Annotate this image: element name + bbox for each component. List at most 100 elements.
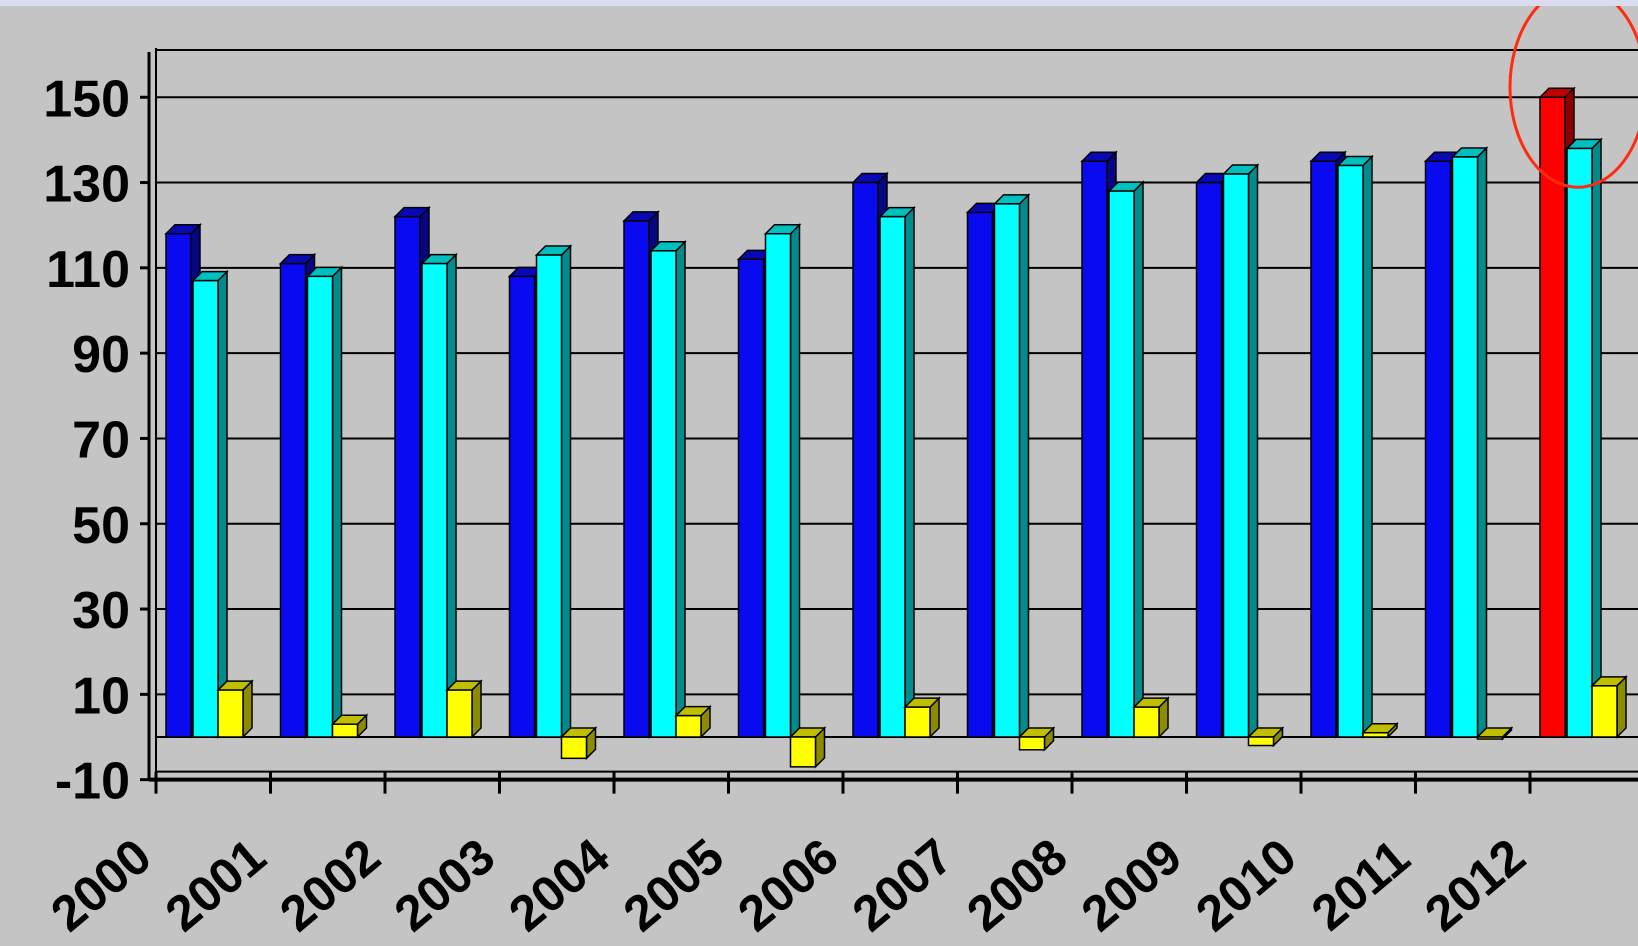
bar-front xyxy=(279,262,307,738)
x-tick-label: 2003 xyxy=(384,828,505,941)
bar-2005-s3 xyxy=(788,726,827,769)
bar-side xyxy=(217,269,228,739)
bar-2010-s3 xyxy=(1361,721,1399,739)
bar-front xyxy=(560,736,588,760)
x-tick-label: 2009 xyxy=(1071,828,1192,941)
x-tick-labels: 2000200120022003200420052006200720082009… xyxy=(40,828,1535,943)
bar-front xyxy=(993,203,1021,738)
bar-front xyxy=(675,714,702,738)
bar-front xyxy=(394,215,421,738)
x-tick-label: 2004 xyxy=(498,828,619,941)
y-tick-label: 70 xyxy=(72,411,130,469)
bar-front xyxy=(966,211,994,738)
bar-front xyxy=(1018,736,1046,751)
bar-side xyxy=(1591,137,1602,739)
bar-front xyxy=(1081,160,1108,738)
bar-side xyxy=(904,205,915,739)
bar-front xyxy=(1195,181,1223,738)
bar-2011-s3 xyxy=(1475,726,1514,741)
bar-front xyxy=(1133,706,1160,738)
bar-2009-s2 xyxy=(1221,163,1260,739)
bar-front xyxy=(1362,731,1389,738)
bar-2000-s3 xyxy=(216,679,254,739)
bar-front xyxy=(165,232,192,738)
bar-side xyxy=(789,222,801,739)
bar-front xyxy=(737,258,765,738)
bar-front xyxy=(852,181,879,738)
bar-2004-s2 xyxy=(649,239,687,739)
bar-2002-s2 xyxy=(420,252,458,739)
bar-side xyxy=(1476,146,1488,739)
x-tick-label: 2011 xyxy=(1301,829,1420,941)
x-tick-label: 2005 xyxy=(613,828,734,941)
bar-front xyxy=(508,275,536,738)
bar-front xyxy=(421,262,448,738)
bar-2003-s3 xyxy=(559,726,598,761)
bar-front xyxy=(623,220,650,738)
bar-front xyxy=(1591,685,1618,738)
y-tick-labels: -10 10 30 50 70 90 110 130 150 xyxy=(43,70,130,810)
bar-front xyxy=(904,706,931,738)
bar-2005-s2 xyxy=(763,222,802,739)
bar-front xyxy=(764,232,792,738)
bar-front xyxy=(535,254,563,738)
bar-side xyxy=(446,252,457,739)
bar-2005-s1 xyxy=(736,248,775,739)
bar-2004-s3 xyxy=(674,704,712,739)
bar-2008-s3 xyxy=(1132,696,1170,739)
bar-2008-s2 xyxy=(1107,180,1145,739)
x-tick-label: 2001 xyxy=(155,828,276,941)
x-tick-label: 2008 xyxy=(956,828,1077,941)
bar-2007-s2 xyxy=(992,193,1031,739)
y-tick-label: 30 xyxy=(72,582,130,640)
bar-side xyxy=(331,265,343,739)
bar-2006-s2 xyxy=(878,205,916,739)
x-tick-label: 2007 xyxy=(842,828,963,941)
bar-2011-s2 xyxy=(1450,146,1489,739)
y-tick-label: 110 xyxy=(46,241,130,299)
bar-2006-s3 xyxy=(903,696,941,739)
bar-2009-s3 xyxy=(1246,726,1285,748)
bar-front xyxy=(1424,160,1452,738)
axes xyxy=(140,48,1638,794)
bar-side xyxy=(560,244,572,739)
bar-2012-s2 xyxy=(1565,137,1603,739)
bar-2000-s2 xyxy=(191,269,229,739)
bar-front xyxy=(650,250,677,738)
bar-side xyxy=(1616,675,1627,739)
bar-2007-s3 xyxy=(1017,726,1056,752)
bar-front xyxy=(1108,190,1135,738)
bar-front xyxy=(1337,164,1364,738)
bar-front xyxy=(1247,736,1275,747)
bar-front xyxy=(1566,147,1593,738)
bar-side xyxy=(675,239,686,739)
bar-front xyxy=(1451,156,1479,738)
bar-side xyxy=(1362,154,1373,739)
bar-2012-s3 xyxy=(1590,675,1628,739)
x-tick-label: 2000 xyxy=(40,828,161,941)
bar-side xyxy=(1133,180,1144,739)
bar-front xyxy=(1222,173,1250,738)
bar-front xyxy=(879,215,906,738)
bar-front xyxy=(446,689,473,738)
bar-2001-s2 xyxy=(305,265,344,739)
y-tick-label: -10 xyxy=(55,753,130,811)
y-tick-label: 90 xyxy=(72,326,130,384)
y-tick-label: 130 xyxy=(43,156,130,214)
bars xyxy=(164,86,1628,769)
bar-front xyxy=(789,736,817,768)
bar-side xyxy=(1247,163,1259,739)
bar-front xyxy=(306,275,334,738)
bar-front xyxy=(331,723,359,738)
bar-front xyxy=(192,279,219,738)
highlight-marker xyxy=(1508,0,1638,189)
bar-2001-s3 xyxy=(330,713,369,739)
bar-side xyxy=(1018,193,1030,739)
bar-2010-s2 xyxy=(1336,154,1374,739)
y-tick-label: 150 xyxy=(43,70,130,128)
y-tick-label: 50 xyxy=(72,497,130,555)
x-tick-label: 2006 xyxy=(727,828,848,941)
x-tick-label: 2010 xyxy=(1185,828,1306,941)
bar-2003-s2 xyxy=(534,244,573,739)
